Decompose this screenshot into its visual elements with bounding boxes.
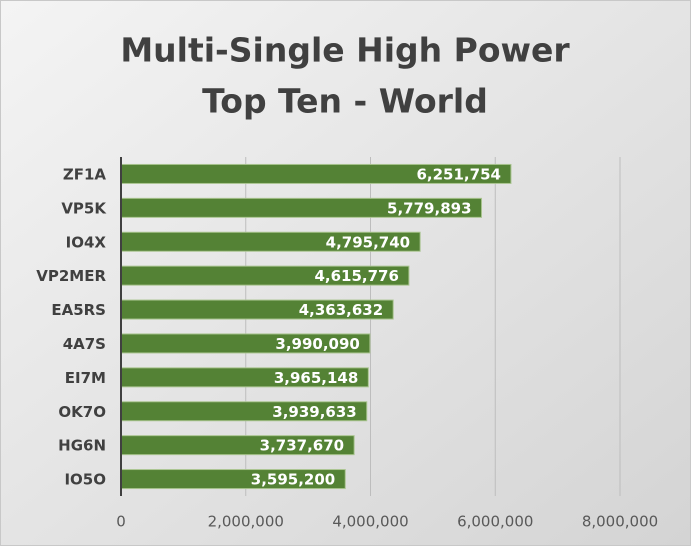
y-tick-label: OK7O: [58, 403, 106, 421]
y-tick-label: 4A7S: [63, 335, 106, 353]
x-tick-label: 6,000,000: [457, 513, 533, 531]
value-label: 3,939,633: [272, 403, 356, 421]
value-label: 3,965,148: [274, 369, 358, 387]
value-label: 3,990,090: [275, 335, 359, 353]
x-tick-label: 2,000,000: [208, 513, 284, 531]
y-tick-label: IO4X: [66, 233, 107, 251]
y-tick-label: ZF1A: [63, 165, 107, 183]
x-tick-label: 0: [116, 513, 126, 531]
y-tick-label: EA5RS: [51, 301, 106, 319]
value-label: 3,737,670: [260, 437, 344, 455]
y-tick-label: HG6N: [58, 437, 106, 455]
value-label: 4,615,776: [314, 267, 398, 285]
value-label: 3,595,200: [251, 471, 335, 489]
chart-title: Top Ten - World: [202, 82, 488, 121]
chart-title: Multi-Single High Power: [120, 31, 570, 70]
y-tick-label: VP5K: [61, 199, 107, 217]
y-tick-label: VP2MER: [36, 267, 106, 285]
y-tick-label: EI7M: [65, 369, 106, 387]
value-label: 4,795,740: [326, 233, 410, 251]
y-tick-label: IO5O: [64, 471, 106, 489]
value-label: 6,251,754: [416, 165, 500, 183]
x-tick-label: 4,000,000: [332, 513, 408, 531]
x-tick-label: 8,000,000: [582, 513, 658, 531]
value-label: 5,779,893: [387, 199, 471, 217]
value-label: 4,363,632: [299, 301, 383, 319]
